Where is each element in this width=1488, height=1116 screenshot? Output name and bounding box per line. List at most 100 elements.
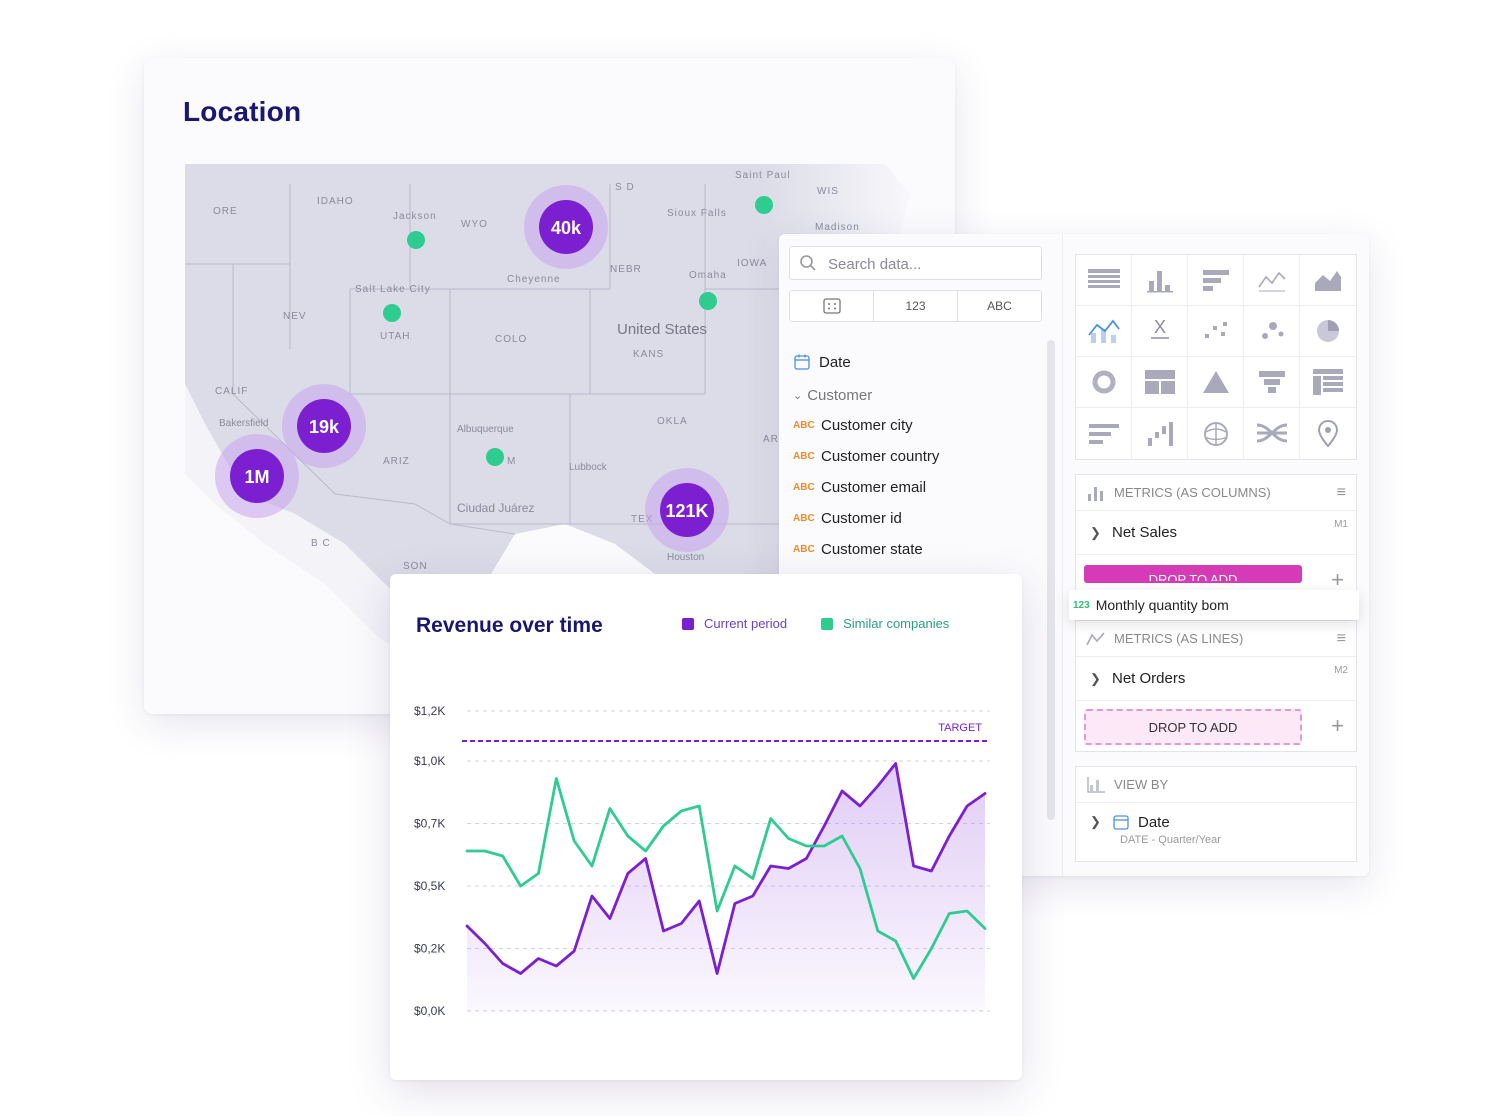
map-label: Albuquerque [457, 424, 514, 435]
viz-kpi-icon[interactable]: X [1132, 306, 1188, 357]
viz-bubble-icon[interactable] [1244, 306, 1300, 357]
map-label: Houston [667, 552, 704, 563]
chart-legend: Current period Similar companies [682, 616, 949, 631]
series-line-similar-companies [465, 777, 987, 980]
viz-pivot-icon[interactable] [1300, 357, 1356, 408]
y-tick-label: $0,2K [414, 942, 445, 956]
metrics-lines-header: METRICS (AS LINES) ≡ [1076, 621, 1356, 657]
search-box[interactable] [789, 246, 1042, 280]
view-by-section: VIEW BY ❯ Date DATE - Quarter/Year [1075, 766, 1357, 862]
viz-bullet-icon[interactable] [1076, 408, 1132, 459]
map-label: IOWA [737, 258, 767, 269]
view-by-title: VIEW BY [1114, 777, 1169, 792]
metrics-columns-section: METRICS (AS COLUMNS) ≡ ❯ Net Sales M1 DR… [1075, 474, 1357, 606]
viz-combo-icon[interactable] [1076, 306, 1132, 357]
legend-current-period[interactable]: Current period [682, 616, 787, 631]
cluster-label: 1M [244, 467, 269, 487]
field-item[interactable]: ABC Customer country [793, 441, 1043, 472]
map-label: ARIZ [383, 456, 410, 467]
revenue-card: Revenue over time Current period Similar… [390, 574, 1022, 1080]
field-item[interactable]: ABC Customer email [793, 472, 1043, 503]
map-point[interactable] [383, 304, 401, 322]
map-label: SON [403, 561, 428, 572]
map-points [383, 196, 773, 466]
viz-donut-icon[interactable] [1076, 357, 1132, 408]
map-label: Ciudad Juárez [457, 501, 534, 515]
viz-area-icon[interactable] [1300, 255, 1356, 306]
chevron-right-icon[interactable]: ❯ [1090, 814, 1101, 829]
drop-zone-lines[interactable]: DROP TO ADD [1084, 709, 1302, 745]
map-label: United States [617, 321, 707, 338]
map-labels: ORE IDAHO Jackson WYO S D Saint Paul WIS… [213, 170, 859, 572]
map-label: Saint Paul [735, 170, 791, 181]
cluster-40k[interactable] [539, 200, 593, 254]
map-label: B C [311, 538, 331, 549]
viz-line-icon[interactable] [1244, 255, 1300, 306]
metrics-columns-title: METRICS (AS COLUMNS) [1114, 485, 1271, 500]
viz-table-icon[interactable] [1076, 255, 1132, 306]
add-metric-icon[interactable]: + [1331, 713, 1344, 738]
viz-funnel-icon[interactable] [1244, 357, 1300, 408]
map-label: COLO [495, 334, 527, 345]
metric-net-sales[interactable]: ❯ Net Sales M1 [1076, 511, 1356, 555]
text-type-icon: ABC [793, 544, 815, 555]
map-label: Omaha [689, 270, 727, 281]
cluster-label: 19k [309, 417, 340, 437]
text-type-icon: ABC [793, 451, 815, 462]
menu-icon[interactable]: ≡ [1336, 483, 1346, 501]
legend-swatch [682, 617, 694, 630]
field-item[interactable]: ABC Customer city [793, 410, 1043, 441]
tab-all-types[interactable] [790, 291, 874, 321]
map-point[interactable] [486, 448, 504, 466]
map-point[interactable] [407, 231, 425, 249]
chevron-right-icon[interactable]: ❯ [1090, 524, 1101, 540]
viz-bar-icon[interactable] [1188, 255, 1244, 306]
drop-row-lines: DROP TO ADD + [1076, 701, 1356, 751]
cluster-121k[interactable] [660, 483, 714, 537]
chevron-right-icon[interactable]: ❯ [1090, 670, 1101, 686]
tab-text[interactable]: ABC [987, 299, 1012, 313]
cluster-19k[interactable] [297, 399, 351, 453]
drop-row-columns: DROP TO ADD + [1076, 555, 1356, 605]
map-label: OKLA [657, 416, 688, 427]
tab-numeric[interactable]: 123 [874, 291, 958, 321]
viz-pyramid-icon[interactable] [1188, 357, 1244, 408]
metric-label: Net Sales [1112, 524, 1178, 541]
legend-similar-companies[interactable]: Similar companies [821, 616, 949, 631]
metric-net-orders[interactable]: ❯ Net Orders M2 [1076, 657, 1356, 701]
map-label: WYO [461, 219, 488, 230]
field-group-label: Customer [807, 386, 873, 404]
viz-treemap-icon[interactable] [1132, 357, 1188, 408]
metric-tag: M2 [1334, 665, 1348, 676]
field-date[interactable]: Date [793, 348, 1043, 376]
field-date-label: Date [819, 353, 851, 371]
viz-scatter-icon[interactable] [1188, 306, 1244, 357]
dragged-metric-label: Monthly quantity bom [1095, 597, 1229, 613]
field-item[interactable]: ABC Customer state [793, 534, 1043, 565]
map-point[interactable] [755, 196, 773, 214]
viz-pie-icon[interactable] [1300, 306, 1356, 357]
view-by-date[interactable]: ❯ Date DATE - Quarter/Year [1076, 803, 1356, 861]
menu-icon[interactable]: ≡ [1336, 629, 1346, 647]
field-item-label: Customer id [821, 510, 902, 527]
text-type-icon: ABC [793, 420, 815, 431]
field-group-customer[interactable]: ⌄ Customer [793, 380, 1043, 410]
map-point[interactable] [699, 292, 717, 310]
map-label: AR [763, 434, 779, 445]
y-tick-label: $0,5K [414, 879, 445, 893]
add-metric-icon[interactable]: + [1331, 567, 1344, 592]
drop-zone-columns[interactable]: DROP TO ADD [1084, 565, 1302, 583]
search-input[interactable] [828, 254, 1028, 274]
cluster-1m[interactable] [230, 449, 284, 503]
field-item[interactable]: ABC Customer id [793, 503, 1043, 534]
viz-geo-icon[interactable] [1188, 408, 1244, 459]
legend-label: Current period [704, 616, 788, 631]
viz-pushpin-icon[interactable] [1300, 408, 1356, 459]
viz-waterfall-icon[interactable] [1132, 408, 1188, 459]
map-label: UTAH [380, 331, 410, 342]
dragged-metric-chip[interactable]: 123 Monthly quantity bom [1069, 590, 1359, 620]
viz-column-icon[interactable] [1132, 255, 1188, 306]
viz-sankey-icon[interactable] [1244, 408, 1300, 459]
field-list-scrollbar[interactable] [1047, 340, 1055, 820]
